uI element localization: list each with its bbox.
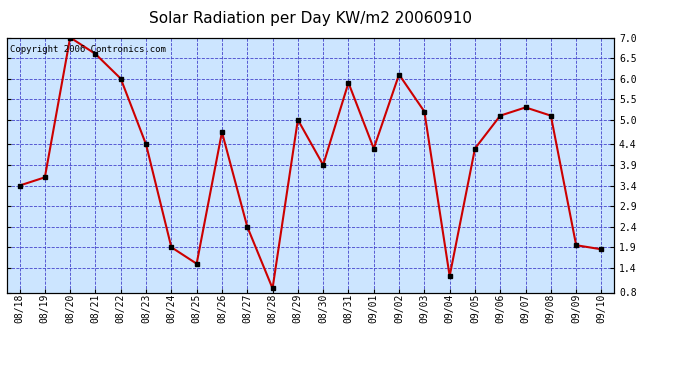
- Text: Solar Radiation per Day KW/m2 20060910: Solar Radiation per Day KW/m2 20060910: [149, 11, 472, 26]
- Text: Copyright 2006 Contronics.com: Copyright 2006 Contronics.com: [10, 45, 166, 54]
